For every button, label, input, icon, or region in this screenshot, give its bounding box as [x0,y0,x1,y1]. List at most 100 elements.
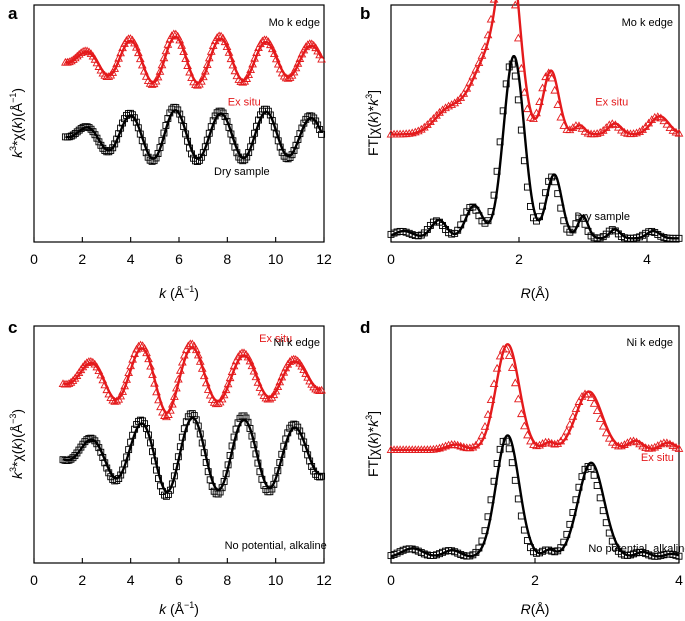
data-point [623,438,632,447]
data-point [435,107,444,116]
data-point [604,433,614,442]
data-point [223,379,233,388]
data-point [93,440,101,448]
data-point [523,430,532,439]
data-point [559,121,569,129]
data-point [477,51,487,59]
panel-a: Ex situ Dry sample 0 2 4 6 8 10 12 Mo k edge k … [8,4,332,301]
data-point [511,72,519,80]
data-point [556,112,566,121]
data-point [617,441,626,450]
data-point [407,128,417,137]
data-point [581,220,589,228]
data-point [471,64,481,73]
data-point [130,349,139,357]
data-point [203,385,213,393]
data-point [219,390,229,399]
data-point [523,104,532,113]
data-point [562,426,572,435]
data-point [410,127,420,136]
data-point [152,387,161,396]
data-point [489,0,499,3]
data-point [87,125,95,133]
data-point [242,414,250,422]
data-point [547,73,557,82]
data-point [141,72,151,80]
data-point [219,109,227,117]
data-point [243,153,251,161]
data-point [245,356,255,365]
panel-b-series: Ex situ Dry sample [386,0,684,242]
data-point [299,365,309,374]
data-point [317,385,326,394]
data-point [139,66,149,75]
panel-b-series-0-label: Ex situ [595,96,628,108]
data-point [200,66,210,75]
data-point [172,104,180,112]
data-point [224,461,232,469]
data-point [230,433,238,441]
data-point [152,154,160,162]
data-point [108,395,118,404]
data-point [617,125,626,134]
data-point [197,364,207,372]
data-point [227,130,235,138]
data-point [490,477,498,485]
data-point [184,137,192,145]
data-point [282,154,290,162]
data-point [155,66,165,75]
data-point [297,49,307,58]
data-point [202,60,212,69]
panel-d-series-0-label: Ex situ [641,452,674,464]
data-point [465,443,475,452]
data-point [229,361,239,370]
data-point [557,204,565,212]
data-point [198,72,208,81]
data-point [246,65,256,74]
data-point [205,390,215,399]
data-point [284,155,292,163]
x-tick-label: 8 [223,572,231,588]
data-point [155,475,162,483]
data-point [516,409,526,418]
data-point [200,449,208,457]
data-point [133,48,143,57]
data-point [481,527,489,535]
data-point [213,399,223,407]
data-point [153,466,160,474]
data-point [172,463,180,471]
data-point [181,54,190,62]
data-point [516,63,526,72]
data-point [505,445,513,453]
data-point [268,485,276,493]
data-point [198,439,206,447]
data-point [147,439,154,447]
data-point [595,414,605,422]
data-point [182,418,190,426]
data-point [115,130,123,138]
data-point [174,453,182,461]
data-point [122,36,131,44]
data-point [520,87,529,96]
data-point [279,367,289,376]
data-point [104,72,114,80]
data-point [291,355,301,363]
data-point [216,488,224,496]
data-point [208,483,216,490]
panel-letter-d: d [360,318,370,337]
data-point [520,421,529,430]
panel-d-series-0-markers [386,344,684,454]
data-point [575,483,583,491]
data-point [607,437,617,446]
data-point [520,157,528,165]
data-point [293,58,303,67]
data-point [158,137,166,145]
data-point [162,492,170,500]
data-point [586,393,596,401]
data-point [604,120,614,129]
data-point [234,419,242,427]
panel-d-series: Ex situ No potential, alkaline [386,343,685,560]
data-point [130,114,138,122]
data-point [228,442,236,450]
data-point [419,122,429,131]
